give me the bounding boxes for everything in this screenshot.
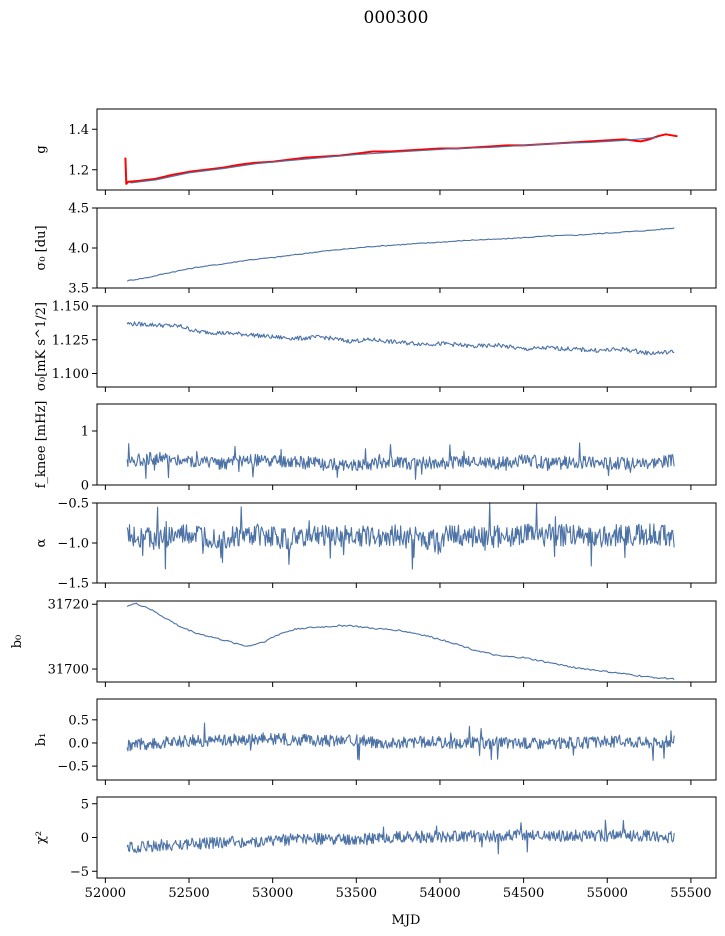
- y-tick-label: 1.2: [68, 163, 89, 178]
- x-tick-label: 53000: [252, 886, 293, 901]
- axes-frame-sigma0-mks: [96, 305, 717, 388]
- y-axis-label-b0: b₀: [10, 635, 25, 649]
- y-tick-label: 0.0: [68, 736, 89, 751]
- y-tick-label: −1.0: [57, 537, 89, 552]
- y-tick-label: 4.5: [68, 202, 89, 217]
- y-tick-label: 0: [81, 831, 89, 846]
- y-axis-label-sigma0-du: σ₀ [du]: [34, 225, 49, 270]
- series-line-alpha-0: [126, 502, 675, 570]
- x-tick-label: 55000: [587, 886, 628, 901]
- y-tick-label: −0.5: [57, 497, 89, 512]
- y-tick-label: 1.125: [52, 333, 89, 348]
- panel-sigma0-du: 3.5 4.0 4.5 σ₀ [du]: [34, 202, 717, 297]
- y-tick-label: −0.5: [57, 760, 89, 775]
- series-line-fknee-0: [126, 442, 675, 480]
- figure-title: 000300: [364, 8, 429, 28]
- x-tick-label: 55500: [670, 886, 711, 901]
- y-tick-label: −5: [70, 865, 89, 880]
- x-tick-label: 54500: [503, 886, 544, 901]
- y-tick-label: 5: [81, 797, 89, 812]
- panel-b1: −0.5 0.0 0.5 b₁: [34, 698, 717, 785]
- panel-alpha: −1.5 −1.0 −0.5 α: [34, 497, 717, 592]
- axes-frame-g: [96, 108, 717, 191]
- panel-fknee: 0 1 f_knee [mHz]: [34, 401, 717, 494]
- axes-frame-b1: [96, 698, 717, 781]
- series-line-g-0: [124, 133, 678, 185]
- panel-g: 1.2 1.4 g: [34, 108, 717, 195]
- y-axis-label-g: g: [34, 145, 49, 153]
- series-line-sigma0-mks-0: [126, 321, 675, 356]
- y-axis-label-sigma0-mks: σ₀[mK s^1/2]: [34, 302, 49, 391]
- y-tick-label: 3.5: [68, 282, 89, 297]
- y-tick-label: 1.4: [68, 123, 89, 138]
- series-line-chi2-0: [126, 819, 675, 855]
- series-line-sigma0-du-0: [126, 227, 675, 282]
- y-tick-label: 1.150: [52, 300, 89, 315]
- y-tick-label: 1: [81, 425, 89, 440]
- axes-frame-sigma0-du: [96, 207, 717, 289]
- axes-frame-b0: [96, 600, 717, 683]
- y-axis-label-fknee: f_knee [mHz]: [34, 401, 49, 489]
- x-axis-label: MJD: [392, 913, 421, 928]
- y-axis-label-b1: b₁: [34, 733, 49, 747]
- x-tick-label: 54000: [419, 886, 460, 901]
- panel-chi2: 52000 52500 53000 53500 54000 54500 55000 55500…: [34, 796, 717, 901]
- x-tick-label: 53500: [336, 886, 377, 901]
- y-tick-label: 0: [81, 479, 89, 494]
- panels-group: 1.2 1.4 g 3.5 4.0 4.5 σ₀ [du] 1.100 1.125 1.150σ₀…: [10, 108, 717, 901]
- y-axis-label-alpha: α: [34, 538, 49, 547]
- y-tick-label: −1.5: [57, 577, 89, 592]
- y-tick-label: 0.5: [68, 713, 89, 728]
- series-line-b0-0: [126, 602, 675, 680]
- panel-b0: 31700 31720 b₀: [10, 598, 717, 687]
- y-axis-label-chi2: χ²: [34, 831, 49, 844]
- series-line-g-1: [130, 136, 658, 184]
- y-tick-label: 31700: [48, 663, 89, 678]
- series-line-b1-0: [126, 722, 675, 761]
- x-tick-label: 52500: [168, 886, 209, 901]
- y-tick-label: 1.100: [52, 367, 89, 382]
- y-tick-label: 4.0: [68, 242, 89, 257]
- x-tick-label: 52000: [85, 886, 126, 901]
- y-tick-label: 31720: [48, 598, 89, 613]
- axes-frame-fknee: [96, 403, 717, 486]
